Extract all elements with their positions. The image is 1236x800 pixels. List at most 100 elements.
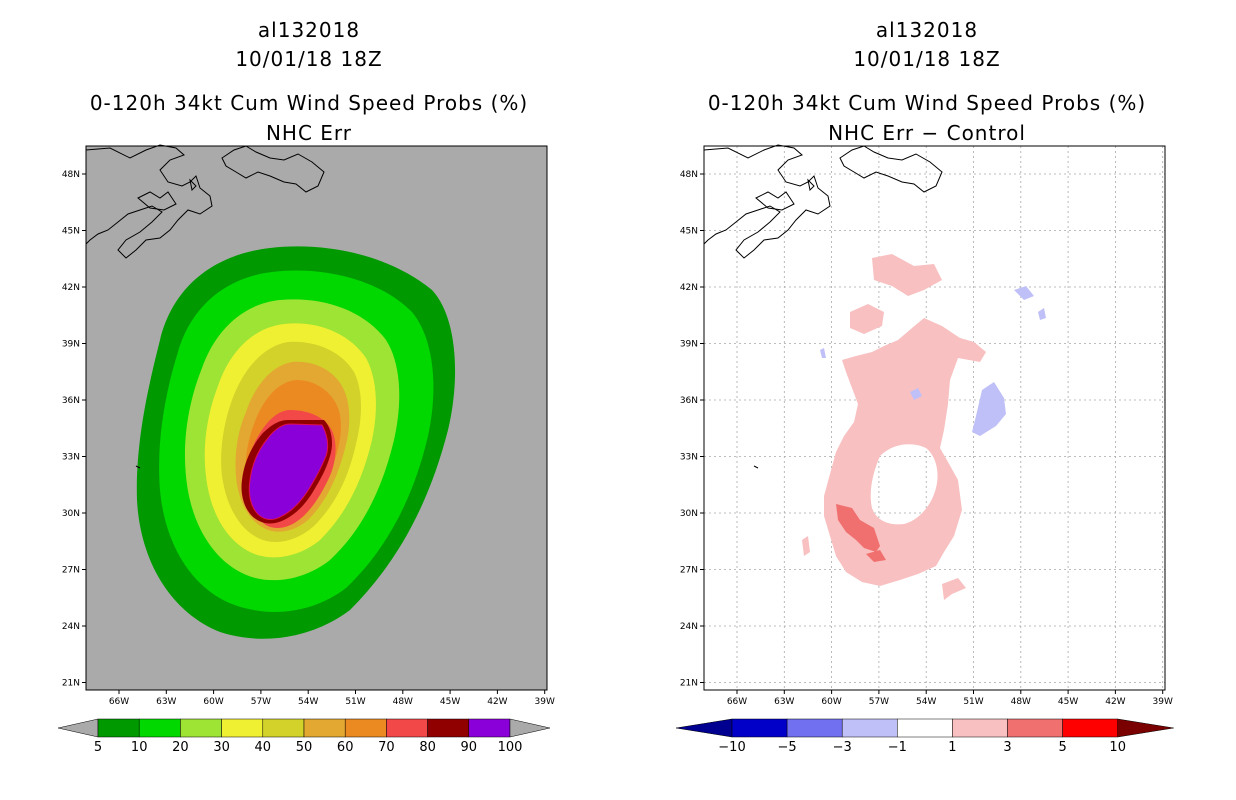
diff-positive-1 xyxy=(942,578,966,600)
lon-tick-label: 48W xyxy=(1011,697,1031,707)
storm-id: al132018 xyxy=(257,18,361,42)
lat-tick-label: 36N xyxy=(680,396,698,406)
colorbar-swatch xyxy=(786,718,843,738)
diff-negative-1 xyxy=(910,388,922,400)
lat-tick-label: 39N xyxy=(680,340,698,350)
colorbar-label: −1 xyxy=(888,740,907,755)
diff-positive-1 xyxy=(900,398,924,420)
lat-tick-label: 45N xyxy=(62,227,80,237)
lon-tick-label: 66W xyxy=(109,697,129,707)
lon-tick-label: 66W xyxy=(727,697,747,707)
colorbar-swatch xyxy=(344,718,387,738)
lon-tick-label: 57W xyxy=(251,697,271,707)
colorbar-label: 50 xyxy=(296,740,313,755)
colorbar-over-arrow xyxy=(509,718,551,738)
colorbar-label: −3 xyxy=(833,740,852,755)
lat-tick-label: 33N xyxy=(680,453,698,463)
left-map-svg: 48N 45N 42N 39N 36N 33N 30N 27N 24N 21N 66W 63W 60W… xyxy=(57,144,555,755)
storm-id: al132018 xyxy=(875,18,979,42)
lat-tick-label: 48N xyxy=(62,170,80,180)
lon-tick-label: 51W xyxy=(963,697,983,707)
lon-ticks: 66W 63W 60W 57W 54W 51W 48W 45W 42W 39W xyxy=(109,690,555,707)
lon-tick-label: 39W xyxy=(1153,697,1173,707)
lon-tick-label: 60W xyxy=(203,697,223,707)
colorbar-under-arrow xyxy=(57,718,99,738)
colorbar-swatch xyxy=(731,718,788,738)
lon-tick-label: 45W xyxy=(440,697,460,707)
lon-tick-label: 45W xyxy=(1058,697,1078,707)
colorbar-label: 20 xyxy=(172,740,189,755)
colorbar: 5 10 20 30 40 50 60 70 80 90 100 xyxy=(57,718,551,755)
lon-tick-label: 63W xyxy=(156,697,176,707)
colorbar-label: 10 xyxy=(131,740,148,755)
lon-tick-label: 51W xyxy=(345,697,365,707)
lat-tick-label: 36N xyxy=(62,396,80,406)
lon-tick-label: 60W xyxy=(821,697,841,707)
colorbar-label: 3 xyxy=(1003,740,1011,755)
lat-tick-label: 42N xyxy=(62,283,80,293)
diff-positive-1 xyxy=(872,254,942,296)
diff-negative-1 xyxy=(820,348,826,358)
product-subtitle: NHC Err − Control xyxy=(828,121,1026,145)
colorbar-swatch xyxy=(138,718,181,738)
lon-tick-label: 54W xyxy=(916,697,936,707)
left-map-panel: al132018 10/01/18 18Z 0-120h 34kt Cum Wi… xyxy=(57,18,555,755)
lat-tick-label: 27N xyxy=(62,566,80,576)
forecast-datetime: 10/01/18 18Z xyxy=(853,47,1001,71)
lat-tick-label: 21N xyxy=(62,679,80,689)
lon-ticks: 66W 63W 60W 57W 54W 51W 48W 45W 42W 39W xyxy=(727,690,1173,707)
diff-positive-1 xyxy=(850,304,884,334)
right-map-svg: 48N 45N 42N 39N 36N 33N 30N 27N 24N 21N 66W 63W 60W… xyxy=(675,144,1174,755)
colorbar-label: 1 xyxy=(948,740,956,755)
colorbar-label: 80 xyxy=(419,740,436,755)
colorbar-swatch xyxy=(221,718,264,738)
colorbar-label: 90 xyxy=(461,740,478,755)
colorbar-label: 60 xyxy=(337,740,354,755)
product-subtitle: NHC Err xyxy=(265,121,353,145)
lon-tick-label: 42W xyxy=(1105,697,1125,707)
colorbar-label: 10 xyxy=(1109,740,1126,755)
product-title: 0-120h 34kt Cum Wind Speed Probs (%) xyxy=(707,91,1147,115)
difference-contours xyxy=(802,254,1046,600)
colorbar-swatch xyxy=(386,718,428,738)
diff-positive-1 xyxy=(824,318,986,586)
lat-tick-label: 24N xyxy=(680,622,698,632)
lat-tick-label: 33N xyxy=(62,453,80,463)
colorbar-swatch xyxy=(303,718,346,738)
diff-positive-3 xyxy=(866,550,886,562)
colorbar-swatch xyxy=(468,718,511,738)
diff-negative-1 xyxy=(1014,286,1034,300)
colorbar: −10 −5 −3 −1 1 3 5 10 xyxy=(675,718,1174,755)
colorbar-label: 5 xyxy=(1058,740,1066,755)
probability-contours xyxy=(136,246,456,639)
lat-tick-label: 39N xyxy=(62,340,80,350)
lon-tick-label: 39W xyxy=(535,697,555,707)
coastline xyxy=(85,144,325,469)
colorbar-swatch xyxy=(841,718,898,738)
lat-tick-label: 27N xyxy=(680,566,698,576)
colorbar-swatch xyxy=(952,718,1008,738)
diff-negative-1 xyxy=(1038,308,1046,320)
lat-tick-label: 24N xyxy=(62,622,80,632)
colorbar-swatch xyxy=(897,718,953,738)
colorbar-label: −5 xyxy=(778,740,797,755)
lat-tick-label: 30N xyxy=(62,509,80,519)
colorbar-swatch xyxy=(427,718,470,738)
colorbar-label: 70 xyxy=(378,740,395,755)
product-title: 0-120h 34kt Cum Wind Speed Probs (%) xyxy=(89,91,529,115)
diff-positive-1 xyxy=(802,536,810,556)
lat-tick-label: 30N xyxy=(680,509,698,519)
colorbar-over-arrow xyxy=(1117,718,1174,738)
colorbar-label: 40 xyxy=(255,740,272,755)
diff-positive-3 xyxy=(836,504,880,552)
colorbar-swatch xyxy=(97,718,140,738)
lat-tick-label: 48N xyxy=(680,170,698,180)
colorbar-swatch xyxy=(1007,718,1063,738)
colorbar-swatch xyxy=(262,718,305,738)
lon-tick-label: 48W xyxy=(393,697,413,707)
colorbar-under-arrow xyxy=(675,718,733,738)
map-frame xyxy=(703,145,1166,691)
lat-ticks: 48N 45N 42N 39N 36N 33N 30N 27N 24N 21N xyxy=(62,170,86,689)
lat-tick-label: 21N xyxy=(680,679,698,689)
colorbar-swatch xyxy=(180,718,222,738)
